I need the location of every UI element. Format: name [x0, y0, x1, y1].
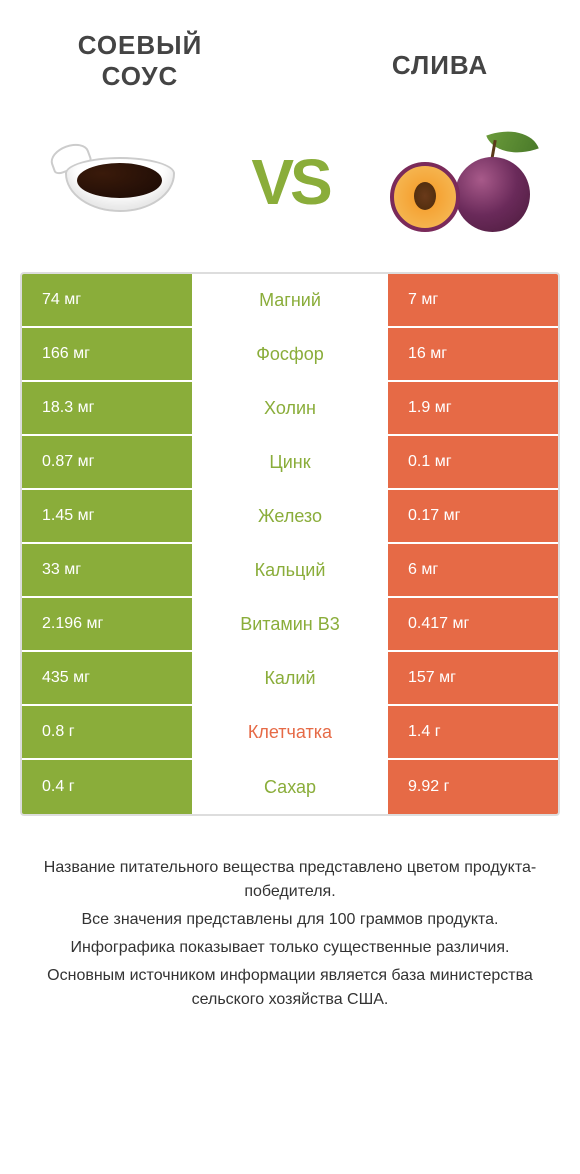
table-row: 435 мгКалий157 мг [22, 652, 558, 706]
cell-right-value: 6 мг [388, 544, 558, 596]
table-row: 0.87 мгЦинк0.1 мг [22, 436, 558, 490]
table-row: 2.196 мгВитамин B30.417 мг [22, 598, 558, 652]
cell-nutrient-label: Фосфор [192, 328, 388, 380]
cell-nutrient-label: Холин [192, 382, 388, 434]
cell-nutrient-label: Железо [192, 490, 388, 542]
footer-line: Название питательного вещества представл… [30, 856, 550, 904]
cell-left-value: 2.196 мг [22, 598, 192, 650]
table-row: 0.8 гКлетчатка1.4 г [22, 706, 558, 760]
table-row: 0.4 гСахар9.92 г [22, 760, 558, 814]
table-row: 33 мгКальций6 мг [22, 544, 558, 598]
product-image-right [380, 122, 540, 242]
cell-nutrient-label: Цинк [192, 436, 388, 488]
cell-left-value: 0.4 г [22, 760, 192, 814]
table-row: 1.45 мгЖелезо0.17 мг [22, 490, 558, 544]
images-row: VS [20, 122, 560, 242]
soy-sauce-icon [50, 137, 190, 227]
cell-nutrient-label: Калий [192, 652, 388, 704]
footer-line: Инфографика показывает только существенн… [30, 936, 550, 960]
cell-left-value: 18.3 мг [22, 382, 192, 434]
cell-left-value: 435 мг [22, 652, 192, 704]
cell-right-value: 0.17 мг [388, 490, 558, 542]
cell-right-value: 0.1 мг [388, 436, 558, 488]
cell-right-value: 9.92 г [388, 760, 558, 814]
cell-left-value: 1.45 мг [22, 490, 192, 542]
product-title-right: СЛИВА [350, 50, 530, 92]
cell-left-value: 0.87 мг [22, 436, 192, 488]
vs-label: VS [251, 145, 328, 219]
footer-line: Все значения представлены для 100 граммо… [30, 908, 550, 932]
cell-right-value: 7 мг [388, 274, 558, 326]
cell-right-value: 1.9 мг [388, 382, 558, 434]
table-row: 166 мгФосфор16 мг [22, 328, 558, 382]
cell-left-value: 0.8 г [22, 706, 192, 758]
cell-right-value: 16 мг [388, 328, 558, 380]
cell-right-value: 0.417 мг [388, 598, 558, 650]
cell-nutrient-label: Витамин B3 [192, 598, 388, 650]
product-image-left [40, 122, 200, 242]
footer-line: Основным источником информации является … [30, 964, 550, 1012]
table-row: 74 мгМагний7 мг [22, 274, 558, 328]
footer: Название питательного вещества представл… [20, 856, 560, 1012]
cell-right-value: 1.4 г [388, 706, 558, 758]
cell-left-value: 74 мг [22, 274, 192, 326]
cell-left-value: 33 мг [22, 544, 192, 596]
cell-nutrient-label: Сахар [192, 760, 388, 814]
cell-right-value: 157 мг [388, 652, 558, 704]
cell-nutrient-label: Магний [192, 274, 388, 326]
cell-left-value: 166 мг [22, 328, 192, 380]
cell-nutrient-label: Кальций [192, 544, 388, 596]
cell-nutrient-label: Клетчатка [192, 706, 388, 758]
table-row: 18.3 мгХолин1.9 мг [22, 382, 558, 436]
comparison-table: 74 мгМагний7 мг166 мгФосфор16 мг18.3 мгХ… [20, 272, 560, 816]
plum-icon [380, 122, 540, 242]
product-title-left: СОЕВЫЙ СОУС [50, 30, 230, 92]
header: СОЕВЫЙ СОУС СЛИВА [20, 30, 560, 92]
